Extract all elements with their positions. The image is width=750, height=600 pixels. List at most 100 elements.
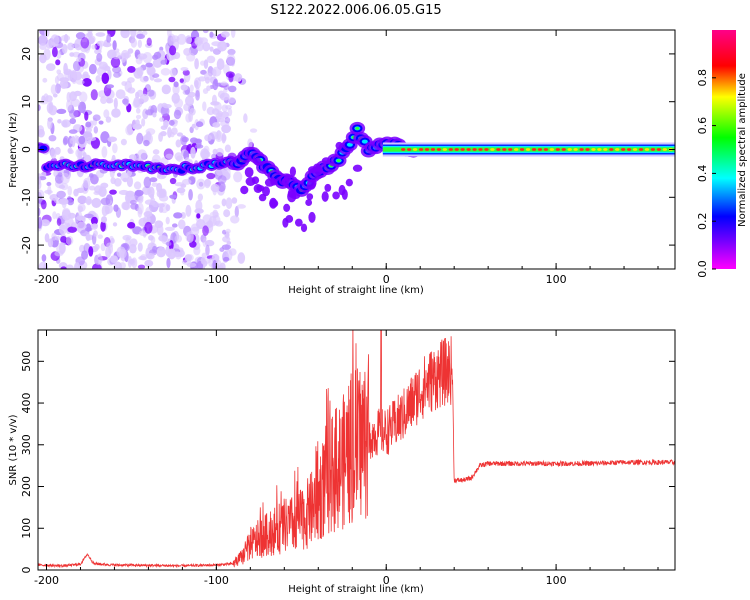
heatmap-noise-point — [88, 246, 94, 257]
heatmap-noise-point — [60, 266, 67, 269]
colorbar-tick-label: 0.2 — [696, 212, 709, 230]
heatmap-noise-point — [132, 99, 143, 109]
heatmap-band-peak — [430, 148, 436, 151]
heatmap-noise-point — [76, 57, 82, 62]
heatmap-noise-point — [216, 58, 225, 70]
heatmap-noise-point — [167, 33, 176, 46]
heatmap-noise-point — [202, 41, 211, 52]
heatmap-noise-point — [221, 198, 227, 207]
heatmap-noise-point — [135, 114, 142, 120]
heatmap-noise-point — [215, 220, 224, 227]
heatmap-noise-point — [182, 69, 190, 76]
colorbar: 0.0 0.2 0.4 0.6 0.8 Normalized spectral ampl… — [696, 30, 748, 278]
heatmap-noise-point — [40, 219, 50, 227]
heatmap-noise-point — [56, 69, 62, 75]
heatmap-ridge-point — [321, 157, 331, 165]
heatmap-noise-point — [111, 108, 121, 118]
heatmap-noise-point — [160, 68, 171, 76]
heatmap-band-peak — [543, 148, 549, 151]
heatmap-noise-point — [136, 33, 145, 39]
heatmap-noise-point — [180, 183, 187, 188]
heatmap-band-peak — [620, 148, 626, 151]
heatmap-noise-point — [185, 231, 191, 242]
heatmap-noise-point — [139, 76, 149, 83]
heatmap-noise-point — [162, 103, 172, 109]
heatmap-noise-point — [169, 45, 177, 56]
heatmap-band-peak — [615, 148, 620, 151]
heatmap-noise-point — [69, 137, 76, 145]
heatmap-band-peak — [561, 148, 566, 151]
heatmap-ridge-point — [305, 199, 313, 206]
heatmap-noise-point — [135, 107, 141, 114]
heatmap-noise-point — [197, 193, 204, 202]
heatmap-noise-point — [56, 108, 67, 115]
heatmap-ridge-point — [336, 159, 341, 163]
snr-x-axis-label: Height of straight line (km) — [288, 584, 424, 595]
heatmap-noise-point — [70, 98, 81, 107]
heatmap-band-peak — [585, 148, 590, 151]
heatmap-noise-point — [151, 154, 161, 165]
heatmap-noise-point — [113, 97, 118, 110]
heatmap-noise-point — [147, 66, 156, 76]
heatmap-noise-point — [194, 144, 204, 149]
heatmap-noise-point — [60, 34, 71, 42]
heatmap-noise-point — [100, 96, 108, 105]
heatmap-ridge-point — [361, 139, 368, 144]
heatmap-band-peak — [597, 148, 602, 151]
snr-y-tick-label: 0 — [20, 567, 33, 574]
heatmap-noise-point — [189, 126, 194, 134]
heatmap-noise-point — [165, 204, 171, 212]
heatmap-noise-point — [78, 135, 86, 145]
heatmap-noise-point — [146, 89, 155, 97]
colorbar-gradient — [712, 30, 736, 269]
heatmap-ridge-point — [346, 142, 353, 147]
heatmap-noise-point — [212, 204, 221, 210]
heatmap-noise-point — [185, 204, 192, 217]
heatmap-band-peak — [656, 148, 662, 151]
heatmap-noise-point — [112, 143, 118, 154]
heatmap-noise-point — [118, 189, 129, 196]
heatmap-noise-point — [64, 70, 70, 80]
heatmap-noise-point — [221, 111, 229, 119]
heatmap-noise-point — [110, 177, 116, 185]
heatmap-noise-point — [82, 77, 92, 87]
heatmap-noise-point — [156, 246, 166, 258]
heatmap-ridge-point — [306, 179, 316, 190]
heatmap-noise-point — [202, 214, 212, 225]
heatmap-noise-point — [231, 197, 238, 204]
heatmap-noise-point — [100, 242, 106, 252]
heatmap-noise-point — [179, 78, 184, 83]
heatmap-band-peak — [490, 148, 495, 151]
heatmap-band-peak — [603, 148, 608, 151]
heatmap-noise-point — [122, 201, 131, 211]
figure-title: S122.2022.006.06.05.G15 — [270, 3, 441, 18]
heatmap-ridge-point — [240, 185, 249, 195]
heatmap-noise-point — [233, 171, 243, 183]
heatmap-noise-point — [127, 256, 133, 268]
heatmap-noise-point — [168, 76, 176, 83]
heatmap-noise-point — [91, 44, 97, 50]
heatmap-noise-point — [143, 139, 150, 147]
heatmap-noise-point — [100, 131, 110, 144]
heatmap-noise-point — [185, 35, 193, 44]
heatmap-noise-point — [173, 109, 182, 120]
heatmap-noise-point — [143, 176, 152, 189]
heatmap-noise-point — [112, 65, 122, 74]
heatmap-noise-point — [134, 189, 144, 197]
heatmap-noise-point — [165, 241, 172, 246]
heatmap-noise-point — [128, 154, 137, 160]
heatmap-noise-point — [95, 75, 101, 83]
heatmap-noise-point — [73, 90, 82, 97]
heatmap-noise-point — [94, 185, 103, 194]
heatmap-noise-point — [130, 38, 138, 48]
heatmap-noise-point — [129, 243, 137, 254]
heatmap-noise-point — [225, 71, 235, 78]
heatmap-noise-point — [227, 97, 236, 104]
heatmap-band-peak — [472, 148, 477, 151]
heatmap-ridge-point — [345, 178, 353, 187]
heatmap-noise-point — [106, 242, 113, 248]
heatmap-noise-point — [113, 204, 119, 212]
heatmap-noise-point — [127, 77, 135, 83]
snr-y-tick-label: 300 — [20, 434, 33, 455]
heatmap-x-tick-label: -200 — [34, 273, 59, 286]
